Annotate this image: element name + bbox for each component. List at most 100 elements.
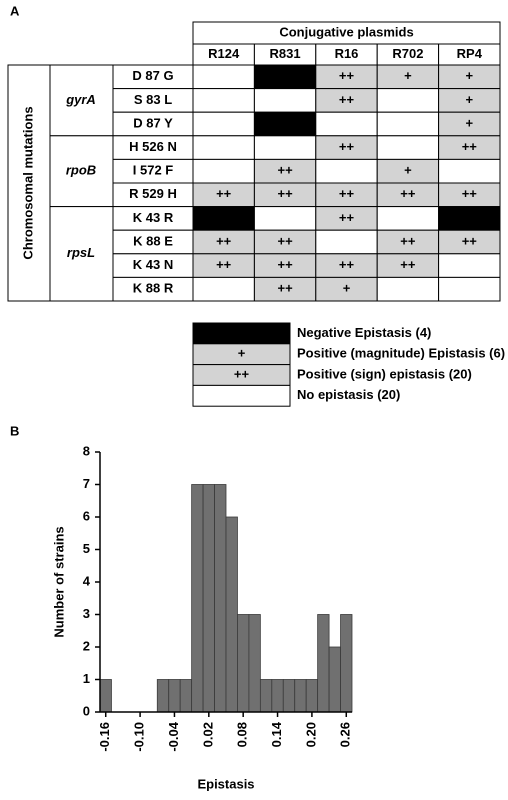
x-tick-label: 0.02 bbox=[200, 722, 215, 747]
y-tick-label: 6 bbox=[83, 508, 90, 523]
x-tick-label: 0.26 bbox=[338, 722, 353, 747]
cell-value: + bbox=[466, 115, 474, 130]
bar bbox=[340, 614, 353, 713]
cell-value: ++ bbox=[462, 186, 478, 201]
cell bbox=[315, 158, 378, 184]
y-tick-label: 8 bbox=[83, 443, 90, 458]
table-header: Conjugative plasmids bbox=[279, 24, 413, 39]
row-header-cell bbox=[7, 64, 51, 302]
cell-value: - bbox=[467, 210, 471, 225]
cell-value: ++ bbox=[339, 139, 355, 154]
bar bbox=[259, 679, 273, 713]
cell-value: + bbox=[466, 68, 474, 83]
cell bbox=[438, 253, 501, 278]
cell bbox=[192, 158, 255, 184]
column-header: R702 bbox=[392, 46, 423, 61]
y-axis-label: Number of strains bbox=[51, 526, 66, 637]
cell bbox=[438, 158, 501, 184]
column-header: R831 bbox=[270, 46, 301, 61]
cell bbox=[376, 135, 440, 160]
mutation: S 83 L bbox=[134, 92, 172, 107]
bar bbox=[305, 679, 319, 713]
bar bbox=[225, 516, 238, 713]
cell-value: - bbox=[283, 115, 287, 130]
mutation: D 87 Y bbox=[133, 115, 173, 130]
cell-value: ++ bbox=[278, 257, 294, 272]
cell-value: ++ bbox=[216, 186, 232, 201]
bar bbox=[179, 679, 193, 713]
cell bbox=[376, 111, 440, 137]
cell-value: ++ bbox=[339, 210, 355, 225]
y-tick-label: 2 bbox=[83, 638, 90, 653]
gene-cell bbox=[49, 135, 114, 208]
legend-label: Positive (magnitude) Epistasis (6) bbox=[297, 346, 505, 361]
column-header: R16 bbox=[335, 46, 359, 61]
y-tick-label: 1 bbox=[83, 671, 90, 686]
cell bbox=[315, 229, 378, 255]
bar bbox=[248, 614, 261, 713]
cell bbox=[253, 206, 317, 231]
legend-symbol: ++ bbox=[234, 366, 250, 381]
bar bbox=[156, 679, 170, 713]
column-header: RP4 bbox=[457, 46, 483, 61]
cell-value: ++ bbox=[400, 257, 416, 272]
bar bbox=[168, 679, 181, 713]
bar bbox=[271, 679, 284, 713]
x-tick-label: -0.04 bbox=[166, 721, 181, 751]
legend-label: No epistasis (20) bbox=[297, 387, 400, 402]
x-tick-label: -0.16 bbox=[97, 722, 112, 752]
column-header: R124 bbox=[208, 46, 240, 61]
cell-value: ++ bbox=[400, 186, 416, 201]
cell-value: ++ bbox=[339, 68, 355, 83]
panel-label: A bbox=[10, 3, 20, 18]
y-tick-label: 3 bbox=[83, 606, 90, 621]
cell bbox=[376, 276, 440, 302]
y-tick-label: 0 bbox=[83, 703, 90, 718]
bar bbox=[237, 614, 250, 713]
cell-value: + bbox=[404, 163, 412, 178]
cell bbox=[315, 111, 378, 137]
cell-value: + bbox=[404, 68, 412, 83]
x-axis-label: Epistasis bbox=[197, 776, 254, 791]
cell bbox=[192, 64, 255, 90]
x-tick-label: -0.10 bbox=[132, 722, 147, 752]
cell-value: ++ bbox=[462, 233, 478, 248]
gene-cell bbox=[49, 206, 114, 302]
y-tick-label: 7 bbox=[83, 476, 90, 491]
mutation: R 529 H bbox=[129, 186, 177, 201]
x-tick-label: 0.14 bbox=[269, 721, 284, 747]
cell-value: ++ bbox=[216, 233, 232, 248]
bar bbox=[282, 679, 296, 713]
cell-value: ++ bbox=[278, 163, 294, 178]
cell-value: - bbox=[222, 210, 226, 225]
legend-label: Negative Epistasis (4) bbox=[297, 325, 431, 340]
bar bbox=[99, 679, 112, 713]
cell-value: - bbox=[283, 68, 287, 83]
cell-value: ++ bbox=[339, 257, 355, 272]
panel-label: B bbox=[10, 423, 19, 438]
bar bbox=[317, 614, 330, 713]
cell bbox=[376, 88, 440, 113]
mutation: K 43 R bbox=[133, 210, 174, 225]
bar bbox=[214, 484, 227, 713]
bar bbox=[328, 646, 341, 713]
mutation: D 87 G bbox=[132, 68, 173, 83]
x-tick-label: 0.08 bbox=[235, 722, 250, 747]
mutation: H 526 N bbox=[129, 139, 177, 154]
y-tick-label: 4 bbox=[83, 573, 91, 588]
cell-value: + bbox=[466, 92, 474, 107]
bar bbox=[191, 484, 204, 713]
cell bbox=[192, 88, 255, 113]
cell-value: ++ bbox=[339, 186, 355, 201]
cell-value: + bbox=[343, 281, 351, 296]
cell bbox=[192, 135, 255, 160]
mutation: K 88 E bbox=[133, 233, 173, 248]
cell bbox=[438, 276, 501, 302]
gene-name: gyrA bbox=[65, 92, 96, 107]
gene-name: rpsL bbox=[67, 245, 95, 260]
legend-symbol: - bbox=[239, 325, 243, 340]
cell-value: ++ bbox=[216, 257, 232, 272]
cell bbox=[376, 206, 440, 231]
cell bbox=[192, 276, 255, 302]
